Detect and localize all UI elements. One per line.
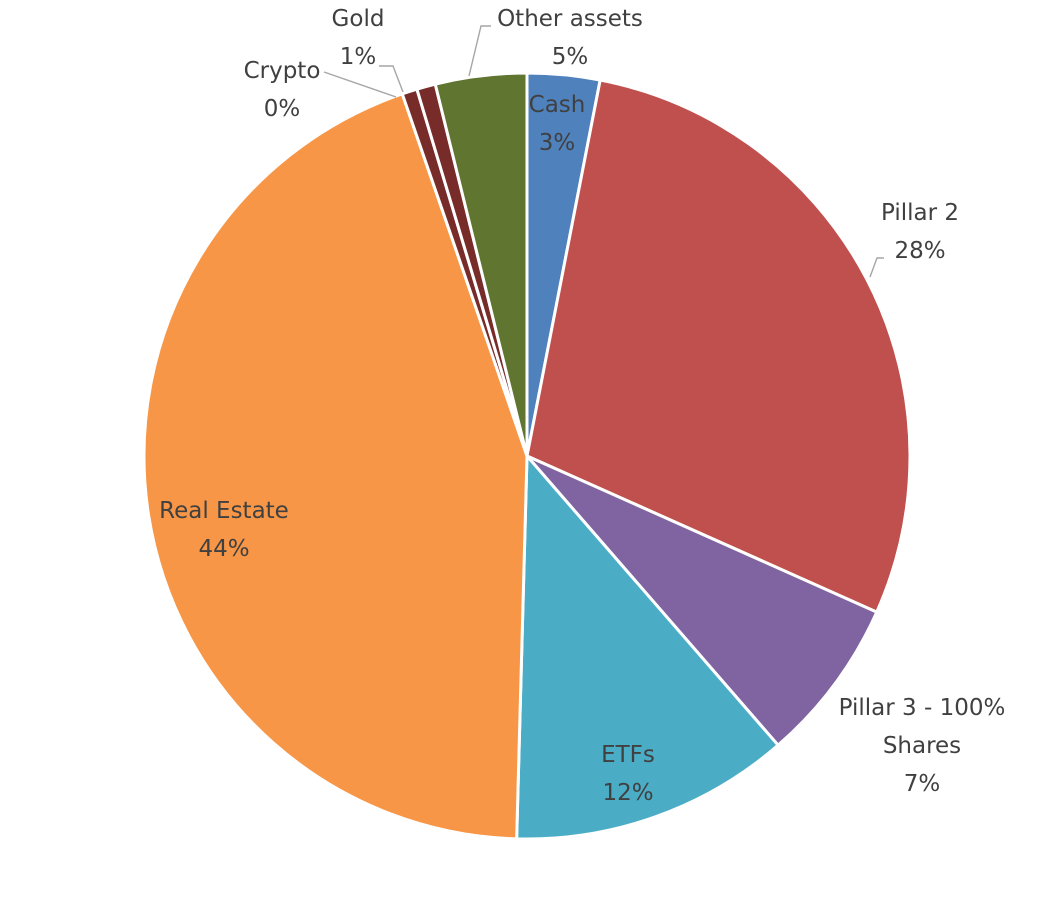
category-name-etfs: ETFs xyxy=(601,742,655,768)
data-label-gold: Gold 1% xyxy=(332,6,385,70)
leader-line-pillar-2 xyxy=(869,257,884,278)
value-label-real-estate: 44% xyxy=(198,536,249,562)
value-label-other-assets: 5% xyxy=(552,44,589,70)
slice-real-estate xyxy=(142,92,529,841)
leader-line-gold xyxy=(379,65,404,93)
slice-pillar-2 xyxy=(525,78,912,614)
category-name-pillar-3-100-shares-line-2: Shares xyxy=(883,733,961,759)
data-label-pillar-2: Pillar 2 28% xyxy=(881,200,959,264)
data-labels: Cash 3% Pillar 2 28% Pillar 3 - 100% Shares 7%… xyxy=(159,6,1005,806)
data-label-other-assets: Other assets 5% xyxy=(497,6,643,70)
slice-pillar-3-100-shares xyxy=(525,454,879,747)
category-name-real-estate: Real Estate xyxy=(159,498,289,524)
value-label-crypto: 0% xyxy=(264,96,301,122)
category-name-cash: Cash xyxy=(529,92,586,118)
data-label-etfs: ETFs 12% xyxy=(601,742,655,806)
value-label-etfs: 12% xyxy=(602,780,653,806)
category-name-other-assets: Other assets xyxy=(497,6,643,32)
data-label-pillar-3-100-shares: Pillar 3 - 100% Shares 7% xyxy=(839,695,1006,797)
slice-other-assets xyxy=(433,71,529,458)
slice-etfs xyxy=(515,454,780,841)
data-label-cash: Cash 3% xyxy=(529,92,586,156)
data-label-real-estate: Real Estate 44% xyxy=(159,498,289,562)
pie-slices xyxy=(142,71,912,841)
value-label-gold: 1% xyxy=(340,44,377,70)
category-name-gold: Gold xyxy=(332,6,385,32)
leader-line-other-assets xyxy=(468,25,491,77)
category-name-pillar-3-100-shares-line-1: Pillar 3 - 100% xyxy=(839,695,1006,721)
value-label-pillar-2: 28% xyxy=(894,238,945,264)
data-label-crypto: Crypto 0% xyxy=(244,58,321,122)
category-name-crypto: Crypto xyxy=(244,58,321,84)
leader-line-crypto xyxy=(323,71,397,98)
category-name-pillar-2: Pillar 2 xyxy=(881,200,959,226)
value-label-cash: 3% xyxy=(539,130,576,156)
value-label-pillar-3-100-shares: 7% xyxy=(904,771,941,797)
